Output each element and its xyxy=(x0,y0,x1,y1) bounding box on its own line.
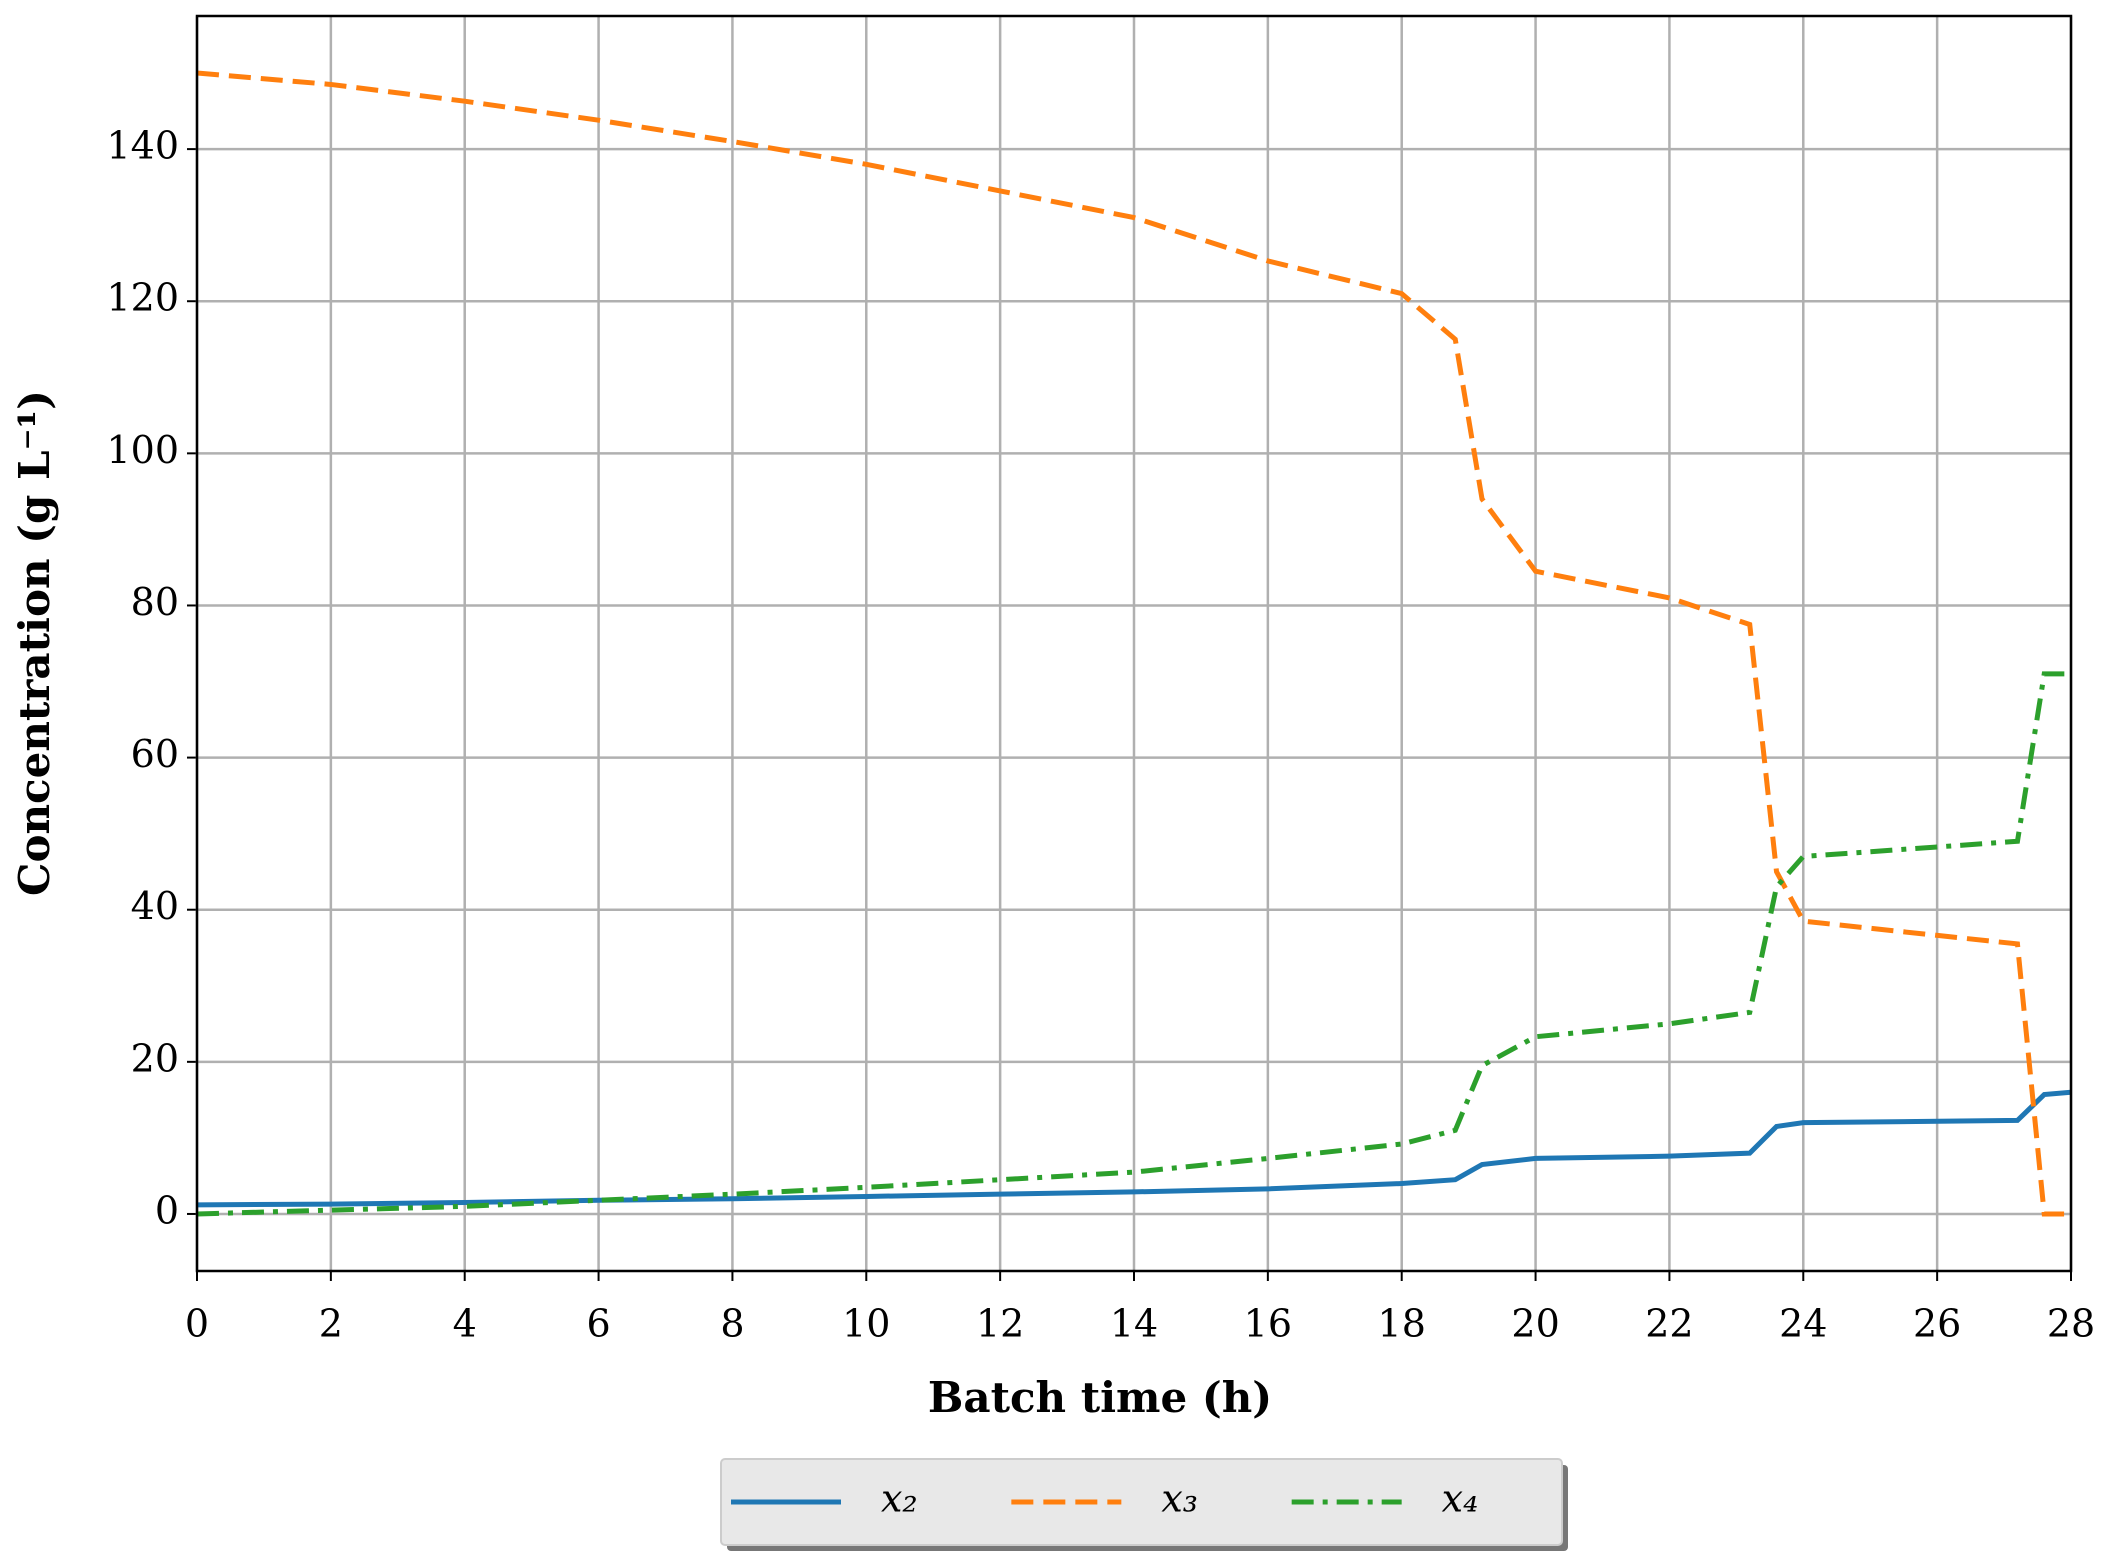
y-tick-label: 60 xyxy=(131,732,179,776)
x-tick-label: 14 xyxy=(1110,1302,1158,1346)
x-tick-label: 0 xyxy=(185,1302,209,1346)
y-tick-label: 120 xyxy=(106,276,179,320)
x-tick-label: 6 xyxy=(586,1302,610,1346)
y-tick-label: 40 xyxy=(131,884,179,928)
y-tick-label: 0 xyxy=(155,1188,179,1232)
x-tick-label: 2 xyxy=(319,1302,343,1346)
series-line xyxy=(197,671,2071,1217)
x-tick-label: 4 xyxy=(453,1302,477,1346)
x-tick-label: 28 xyxy=(2047,1302,2095,1346)
x-tick-label: 24 xyxy=(1779,1302,1827,1346)
series-line xyxy=(197,70,2071,1217)
x-tick-label: 8 xyxy=(720,1302,744,1346)
x-tick-label: 12 xyxy=(976,1302,1024,1346)
legend-label: x₄ xyxy=(1442,1477,1479,1521)
x-tick-label: 10 xyxy=(842,1302,890,1346)
legend-label: x₃ xyxy=(1161,1477,1198,1521)
plot-frame xyxy=(195,14,2073,1273)
x-tick-label: 26 xyxy=(1913,1302,1961,1346)
x-tick-label: 20 xyxy=(1511,1302,1559,1346)
y-axis-label: Concentration (g L⁻¹) xyxy=(10,390,59,896)
y-tick-label: 100 xyxy=(106,428,179,472)
x-axis-label: Batch time (h) xyxy=(928,1373,1272,1422)
legend-label: x₂ xyxy=(881,1477,918,1521)
x-tick-label: 18 xyxy=(1378,1302,1426,1346)
y-tick-label: 20 xyxy=(131,1036,179,1080)
legend-box xyxy=(720,1458,1563,1546)
y-tick-label: 140 xyxy=(106,124,179,168)
x-tick-label: 16 xyxy=(1244,1302,1292,1346)
x-tick-label: 22 xyxy=(1645,1302,1693,1346)
y-tick-label: 80 xyxy=(131,580,179,624)
